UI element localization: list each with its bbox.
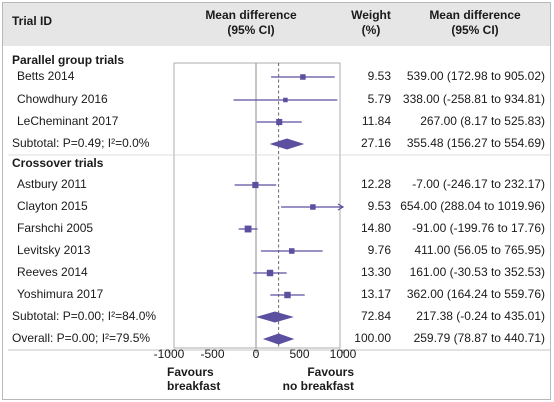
header-weight-unit: (%): [361, 23, 381, 37]
weight-value: 12.28: [360, 177, 391, 191]
mean-difference-ci: 654.00 (288.04 to 1019.96): [400, 199, 545, 213]
mean-difference-ci: 338.00 (-258.81 to 934.81): [402, 92, 545, 106]
section-crossover: Crossover trials: [12, 156, 104, 170]
mean-difference-ci: 217.38 (-0.24 to 435.01): [416, 309, 545, 323]
trial-label: Reeves 2014: [17, 265, 88, 279]
trial-label: Levitsky 2013: [17, 243, 91, 257]
weight-value: 11.84: [361, 114, 391, 128]
point-estimate-marker: [288, 248, 295, 254]
point-estimate-marker: [276, 118, 283, 126]
weight-value: 100.00: [354, 331, 391, 345]
x-tick-label: 500: [289, 347, 309, 361]
overall-label: Overall: P=0.00; I²=79.5%: [12, 331, 151, 345]
favours-left-label-2: breakfast: [167, 379, 220, 393]
trial-label: Betts 2014: [17, 69, 75, 83]
forest-plot: -1000 -500 0 500 1000FavoursbreakfastFavours…: [8, 62, 550, 393]
point-estimate-marker: [252, 181, 259, 189]
trial-label: Astbury 2011: [17, 177, 87, 191]
weight-value: 9.76: [367, 243, 391, 257]
mean-difference-ci: -7.00 (-246.17 to 232.17): [412, 177, 545, 191]
header-mean-difference-2: Mean difference: [429, 8, 521, 22]
overall-diamond: [262, 333, 295, 345]
point-estimate-marker: [300, 74, 306, 80]
mean-difference-ci: 161.00 (-30.53 to 352.53): [409, 265, 545, 279]
x-tick-label: 1000: [330, 347, 357, 361]
x-tick-label: -500: [200, 347, 224, 361]
point-estimate-marker: [244, 225, 252, 233]
weight-value: 27.16: [360, 136, 391, 150]
subtotal-diamond: [269, 138, 305, 150]
subtotal-label: Subtotal: P=0.49; I²=0.0%: [12, 136, 150, 150]
mean-difference-ci: 362.00 (164.24 to 559.76): [406, 287, 545, 301]
trial-label: Clayton 2015: [17, 199, 88, 213]
mean-difference-ci: 539.00 (172.98 to 905.02): [406, 69, 545, 83]
x-tick-label: 0: [253, 347, 260, 361]
header-mean-difference: Mean difference: [205, 8, 297, 22]
favours-right-label-2: no breakfast: [283, 379, 354, 393]
trial-label: Farshchi 2005: [17, 221, 94, 235]
subtotal-label: Subtotal: P=0.00; I²=84.0%: [12, 309, 157, 323]
header-trial-id: Trial ID: [12, 14, 53, 28]
weight-value: 9.53: [367, 69, 391, 83]
x-tick-label: -1000: [154, 347, 185, 361]
trial-label: Chowdhury 2016: [17, 92, 108, 106]
header-mean-difference-ci-2: (95% CI): [451, 23, 499, 37]
weight-value: 9.53: [367, 199, 391, 213]
section-parallel-group: Parallel group trials: [12, 53, 125, 67]
mean-difference-ci: 259.79 (78.87 to 440.71): [413, 331, 545, 345]
point-estimate-marker: [266, 269, 274, 277]
header-weight: Weight: [351, 8, 391, 22]
weight-value: 14.80: [360, 221, 391, 235]
favours-right-label: Favours: [307, 365, 354, 379]
point-estimate-marker: [310, 204, 316, 210]
trial-label: Yoshimura 2017: [17, 287, 104, 301]
point-estimate-marker: [283, 97, 288, 103]
mean-difference-ci: 355.48 (156.27 to 554.69): [406, 136, 545, 150]
mean-difference-ci: 411.00 (56.05 to 765.95): [414, 243, 545, 257]
header-mean-difference-ci: (95% CI): [227, 23, 275, 37]
favours-left-label: Favours: [167, 365, 214, 379]
subtotal-diamond: [255, 311, 294, 323]
weight-value: 72.84: [360, 309, 391, 323]
trial-label: LeCheminant 2017: [17, 114, 119, 128]
weight-value: 13.17: [360, 287, 391, 301]
weight-value: 13.30: [360, 265, 391, 279]
weight-value: 5.79: [367, 92, 391, 106]
ci-arrow: [337, 203, 345, 211]
table-header: Trial ID Mean difference (95% CI) Weight…: [3, 3, 550, 46]
mean-difference-ci: 267.00 (8.17 to 525.83): [420, 114, 545, 128]
point-estimate-marker: [284, 291, 291, 299]
mean-difference-ci: -91.00 (-199.76 to 17.76): [412, 221, 545, 235]
